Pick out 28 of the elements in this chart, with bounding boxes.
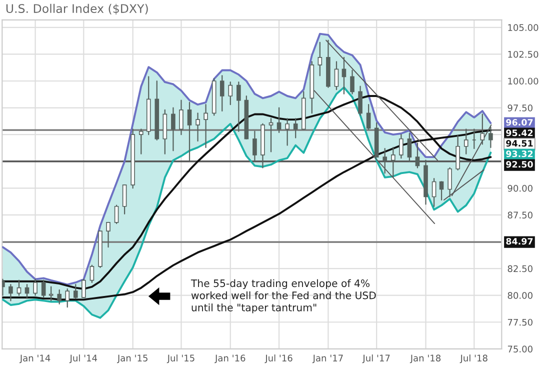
y-tick-label: 97.50	[508, 104, 532, 112]
annotation: The 55-day trading envelope of 4% worked well for the Fed and the USD until the "taper tantrum"	[190, 279, 376, 314]
y-tick-label: 105.00	[508, 24, 538, 31]
x-tick-label: Jan '16	[214, 354, 246, 364]
x-tick-label: Jul '15	[166, 354, 194, 364]
x-tick-label: Jul '18	[460, 354, 488, 364]
x-tick-label: Jan '14	[19, 354, 50, 364]
y-tick-label: 102.50	[508, 50, 538, 58]
y-tick-label: 75.00	[508, 346, 532, 352]
x-tick-label: Jul '16	[264, 354, 292, 364]
y-tick-label: 82.50	[508, 265, 532, 272]
y-tick-label: 100.00	[508, 78, 538, 85]
x-tick-label: Jan '15	[117, 354, 148, 364]
data-label: 96.07	[506, 119, 533, 126]
data-label: 93.32	[506, 150, 533, 158]
x-tick-label: Jul '17	[362, 354, 390, 364]
y-tick-label: 90.00	[508, 184, 532, 192]
y-tick-label: 77.50	[508, 318, 532, 326]
text: 94.51	[506, 140, 533, 147]
ref-line-label: 95.42	[506, 130, 533, 136]
y-tick-label: 80.00	[508, 292, 532, 299]
x-tick-label: Jan '17	[312, 354, 343, 364]
y-tick-label: 87.50	[508, 212, 532, 219]
x-tick-label: Jan '18	[410, 354, 441, 364]
ref-line-label: 84.97	[506, 238, 533, 245]
chart-title: U.S. Dollar Index ($DXY)	[6, 4, 148, 15]
ref-line-label: 92.50	[506, 161, 533, 168]
x-tick-label: Jul '14	[69, 354, 98, 364]
